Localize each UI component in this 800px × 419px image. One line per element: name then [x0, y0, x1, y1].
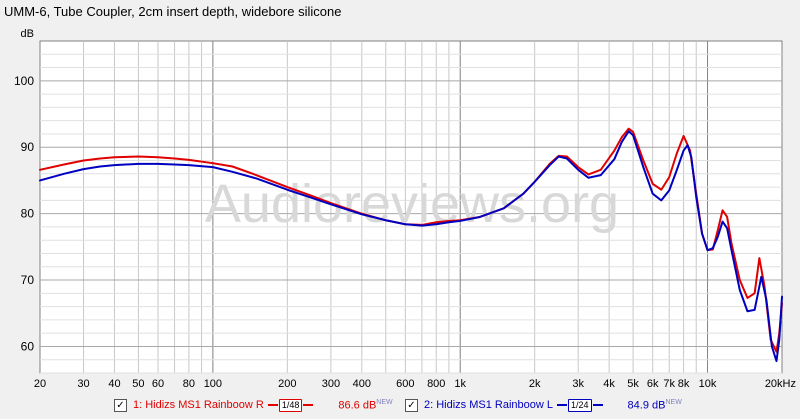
- new-badge-l: NEW: [665, 398, 682, 406]
- x-tick-label: 1k: [454, 378, 466, 390]
- x-tick-label: 300: [322, 378, 340, 390]
- chart-title: UMM-6, Tube Coupler, 2cm insert depth, w…: [4, 4, 342, 19]
- x-tick-label: 10k: [699, 378, 717, 390]
- legend-level-value-l: 84.9 dB: [627, 399, 666, 412]
- legend-item-r[interactable]: ✓ 1: Hidizs MS1 Rainboow R 1/48 86.6 dBN…: [114, 396, 393, 414]
- legend-checkbox-r[interactable]: ✓: [114, 398, 127, 412]
- x-tick-label: 2k: [529, 378, 541, 390]
- x-tick-label: 40: [108, 378, 120, 390]
- x-tick-label: 7k: [663, 378, 675, 390]
- x-tick-label: 400: [353, 378, 371, 390]
- x-tick-label: 4k: [603, 378, 615, 390]
- smoothing-selector-l[interactable]: 1/24: [568, 398, 592, 412]
- legend-level-l: 84.9 dBNEW: [628, 399, 682, 412]
- legend-label-r: 1: Hidizs MS1 Rainboow R: [133, 399, 264, 411]
- series-line-1: [39, 127, 783, 353]
- x-tick-label: 80: [183, 378, 195, 390]
- y-tick-label: 60: [21, 339, 35, 353]
- smoothing-selector-r[interactable]: 1/48: [278, 398, 303, 412]
- legend-line-l: [557, 404, 568, 406]
- x-tick-label: 5k: [627, 378, 639, 390]
- y-axis-label: dB: [21, 28, 34, 40]
- series-group: [39, 127, 783, 363]
- legend-level-r: 86.6 dBNEW: [338, 399, 392, 412]
- x-tick-label: 3k: [572, 378, 584, 390]
- x-tick-label: 30: [77, 378, 89, 390]
- plot-area: [39, 40, 783, 374]
- legend-checkbox-l[interactable]: ✓: [405, 398, 418, 412]
- legend: ✓ 1: Hidizs MS1 Rainboow R 1/48 86.6 dBN…: [0, 395, 800, 415]
- legend-line-l-end: [592, 404, 603, 406]
- legend-level-value-r: 86.6 dB: [338, 399, 377, 412]
- axes: 60 70 80 90 100 20 30 40 50 60 80 100 200 300 400 600 80…: [14, 74, 796, 390]
- x-tick-label: 8k: [678, 378, 690, 390]
- new-badge-r: NEW: [376, 398, 393, 406]
- y-tick-label: 100: [14, 74, 34, 88]
- x-tick-label: 60: [152, 378, 164, 390]
- series-line-2: [39, 130, 783, 363]
- x-tick-label: 200: [278, 378, 296, 390]
- legend-line-r-end: [303, 404, 314, 406]
- x-tick-label: 20: [34, 378, 46, 390]
- y-tick-label: 70: [21, 273, 35, 287]
- x-tick-label: 600: [396, 378, 414, 390]
- y-tick-label: 80: [21, 207, 35, 221]
- x-tick-label: 50: [132, 378, 144, 390]
- legend-item-l[interactable]: ✓ 2: Hidizs MS1 Rainboow L 1/24 84.9 dBN…: [405, 396, 682, 414]
- x-tick-label: 20kHz: [765, 378, 796, 390]
- legend-line-r: [267, 404, 278, 406]
- y-tick-label: 90: [21, 140, 35, 154]
- x-tick-label: 800: [427, 378, 445, 390]
- legend-label-l: 2: Hidizs MS1 Rainboow L: [424, 399, 554, 411]
- x-tick-label: 6k: [647, 378, 659, 390]
- x-tick-label: 100: [204, 378, 222, 390]
